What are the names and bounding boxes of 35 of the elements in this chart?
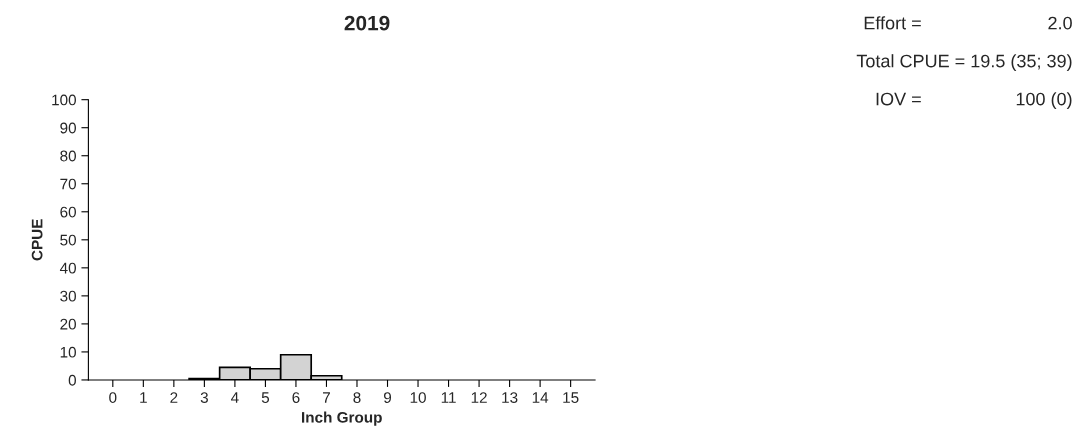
x-tick-label: 0 [109,392,117,403]
x-tick-label: 12 [471,392,487,403]
y-tick-label: 30 [60,290,76,302]
x-tick-label: 3 [200,392,208,403]
y-tick-label: 0 [68,374,76,386]
y-tick-label: 70 [60,178,76,190]
x-tick-label: 13 [502,392,518,403]
y-tick-label: 80 [60,150,76,162]
text: IOV = [876,92,921,106]
y-tick-label: 50 [60,234,76,246]
y-tick-label: 60 [60,206,76,218]
text: 2.0 [1048,16,1072,30]
x-tick-label: 9 [383,392,392,403]
y-tick-label: 40 [59,262,76,274]
x-tick-label: 4 [231,392,239,403]
x-tick-label: 1 [140,392,147,403]
x-tick-label: 2 [170,392,178,403]
text: Effort = [864,16,921,30]
x-tick-label: 10 [410,392,426,403]
x-tick-label: 11 [441,392,456,403]
x-tick-label: 5 [261,392,270,403]
y-tick-label: 100 [52,94,76,106]
y-tick-label: 20 [60,318,76,330]
y-tick-label: 90 [60,122,76,134]
x-tick-label: 7 [323,392,330,403]
y-tick-label: 10 [60,346,76,358]
chart-title: 2019 [344,15,390,31]
x-tick-label: 15 [563,392,579,403]
text: Total CPUE = 19.5 (35; 39) [856,54,1072,71]
x-tick-label: 6 [292,392,300,403]
y-axis-title: CPUE [31,219,43,261]
x-tick-label: 14 [532,392,549,403]
x-tick-label: 8 [353,392,361,403]
x-axis-title: Inch Group [302,411,382,426]
text: 100 (0) [1016,92,1072,109]
